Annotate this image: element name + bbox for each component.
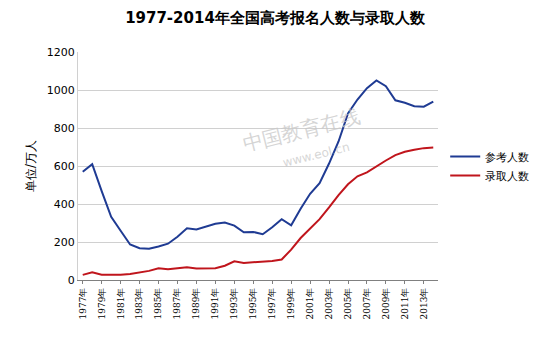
svg-text:2005年: 2005年	[343, 288, 353, 320]
svg-text:600: 600	[54, 160, 75, 173]
svg-text:1993年: 1993年	[229, 288, 239, 320]
svg-text:1985年: 1985年	[153, 288, 163, 320]
svg-text:1981年: 1981年	[116, 288, 126, 320]
svg-text:1000: 1000	[47, 84, 75, 97]
svg-text:1983年: 1983年	[135, 288, 145, 320]
svg-text:1991年: 1991年	[210, 288, 220, 320]
svg-text:2013年: 2013年	[419, 288, 429, 320]
svg-text:0: 0	[68, 274, 75, 287]
svg-text:2003年: 2003年	[324, 288, 334, 320]
svg-text:1979年: 1979年	[97, 288, 107, 320]
svg-text:2009年: 2009年	[381, 288, 391, 320]
svg-text:参考人数: 参考人数	[485, 151, 529, 164]
svg-text:1200: 1200	[47, 46, 75, 59]
svg-text:1995年: 1995年	[248, 288, 258, 320]
svg-text:400: 400	[54, 198, 75, 211]
svg-text:1977年: 1977年	[78, 288, 88, 320]
svg-text:2011年: 2011年	[400, 288, 410, 320]
svg-text:2007年: 2007年	[362, 288, 372, 320]
svg-text:1997年: 1997年	[267, 288, 277, 320]
svg-text:www.eol.cn: www.eol.cn	[281, 140, 351, 170]
svg-text:中国教育在线: 中国教育在线	[240, 104, 362, 156]
svg-text:1977-2014年全国高考报名人数与录取人数: 1977-2014年全国高考报名人数与录取人数	[125, 9, 426, 27]
svg-text:200: 200	[54, 236, 75, 249]
svg-text:录取人数: 录取人数	[485, 170, 529, 183]
svg-text:1999年: 1999年	[286, 288, 296, 320]
svg-text:1987年: 1987年	[172, 288, 182, 320]
svg-text:1989年: 1989年	[191, 288, 201, 320]
svg-text:800: 800	[54, 122, 75, 135]
svg-text:单位/万人: 单位/万人	[24, 140, 38, 192]
svg-text:2001年: 2001年	[305, 288, 315, 320]
